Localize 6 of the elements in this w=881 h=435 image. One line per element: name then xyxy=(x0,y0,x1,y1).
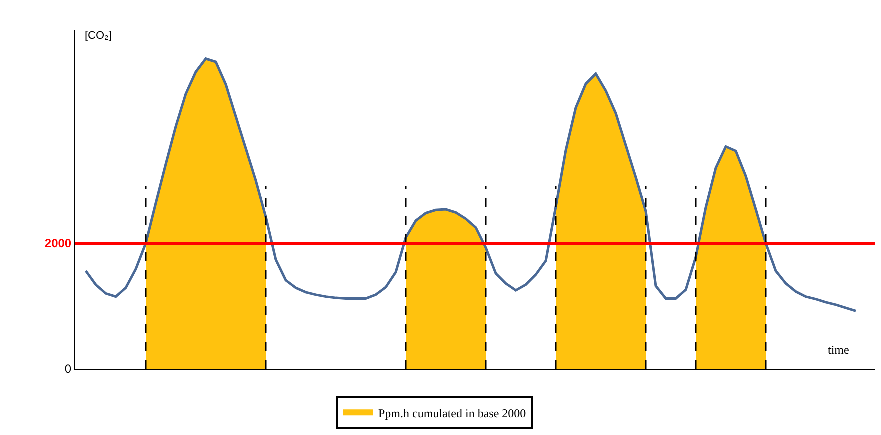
legend-label: Ppm.h cumulated in base 2000 xyxy=(378,406,526,420)
y-tick-label: 2000 xyxy=(44,236,72,251)
line-series xyxy=(84,58,858,312)
y-axis-title: [CO₂] xyxy=(85,30,112,42)
y-tick-label: 0 xyxy=(64,362,72,376)
x-axis-title: time xyxy=(828,343,850,357)
